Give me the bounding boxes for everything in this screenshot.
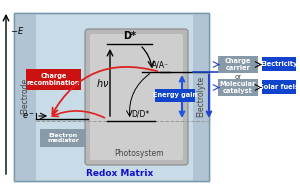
Text: A/A⁻: A/A⁻ bbox=[152, 61, 169, 70]
Text: Charge
carrier: Charge carrier bbox=[225, 58, 251, 71]
Bar bbox=[40, 129, 86, 147]
Text: D*: D* bbox=[124, 31, 136, 41]
Text: D/D*: D/D* bbox=[131, 109, 149, 119]
Bar bbox=[193, 13, 209, 181]
Text: Photosystem: Photosystem bbox=[114, 149, 164, 159]
Text: Electrolyte: Electrolyte bbox=[196, 75, 206, 117]
Text: or: or bbox=[234, 74, 242, 80]
Text: $e^-$: $e^-$ bbox=[22, 111, 34, 121]
Text: Charge
recombination: Charge recombination bbox=[27, 73, 80, 86]
Bar bbox=[262, 80, 296, 94]
Text: Electricity: Electricity bbox=[260, 61, 298, 67]
Bar bbox=[14, 13, 209, 181]
Text: Solar fuels: Solar fuels bbox=[259, 84, 299, 90]
Text: $-E$: $-E$ bbox=[10, 26, 24, 36]
Bar bbox=[14, 13, 209, 181]
FancyBboxPatch shape bbox=[90, 34, 183, 160]
Bar bbox=[26, 69, 81, 90]
Bar bbox=[262, 57, 296, 71]
Text: Redox Matrix: Redox Matrix bbox=[86, 170, 154, 178]
Bar bbox=[155, 89, 195, 102]
Text: Electron
mediator: Electron mediator bbox=[47, 133, 79, 143]
FancyBboxPatch shape bbox=[85, 29, 188, 165]
Bar bbox=[218, 56, 258, 73]
Bar bbox=[14, 13, 36, 181]
Bar bbox=[218, 79, 258, 96]
Text: Molecular
catalyst: Molecular catalyst bbox=[220, 81, 256, 94]
Text: $h\nu$: $h\nu$ bbox=[96, 77, 110, 89]
Text: Electrode: Electrode bbox=[20, 78, 29, 114]
Text: Energy gain: Energy gain bbox=[153, 92, 197, 98]
